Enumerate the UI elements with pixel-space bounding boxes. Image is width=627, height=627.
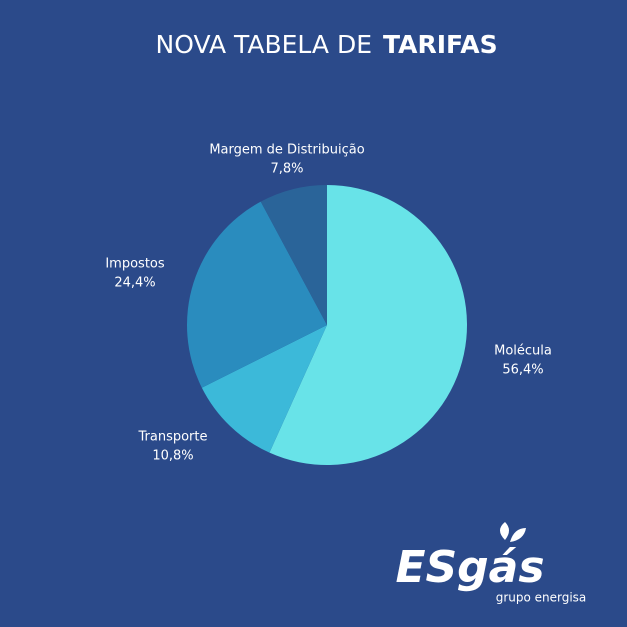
value-label: 56,4%	[502, 363, 543, 378]
pie-slice	[187, 201, 327, 388]
pie-slice	[201, 325, 327, 453]
value-label: 24,4%	[114, 276, 155, 291]
slice-label: Impostos	[105, 257, 165, 272]
logo-text: ESgás	[395, 542, 544, 593]
value-label: 10,8%	[152, 449, 193, 464]
logo-leaf	[510, 528, 526, 542]
pie	[187, 185, 467, 466]
logo-tagline: grupo energisa	[496, 591, 587, 605]
slice-label: Margem de Distribuição	[209, 143, 364, 158]
logo: ESgás grupo energisa	[395, 522, 586, 605]
chart-title-bold: TARIFAS	[383, 30, 498, 59]
slice-label: Molécula	[494, 344, 552, 359]
chart-title: NOVA TABELA DE	[156, 30, 372, 59]
slice-label: Transporte	[138, 430, 208, 445]
pie-slice	[260, 185, 327, 325]
logo-leaf	[500, 522, 509, 540]
pie-slice	[269, 185, 467, 466]
value-label: 7,8%	[270, 162, 303, 177]
